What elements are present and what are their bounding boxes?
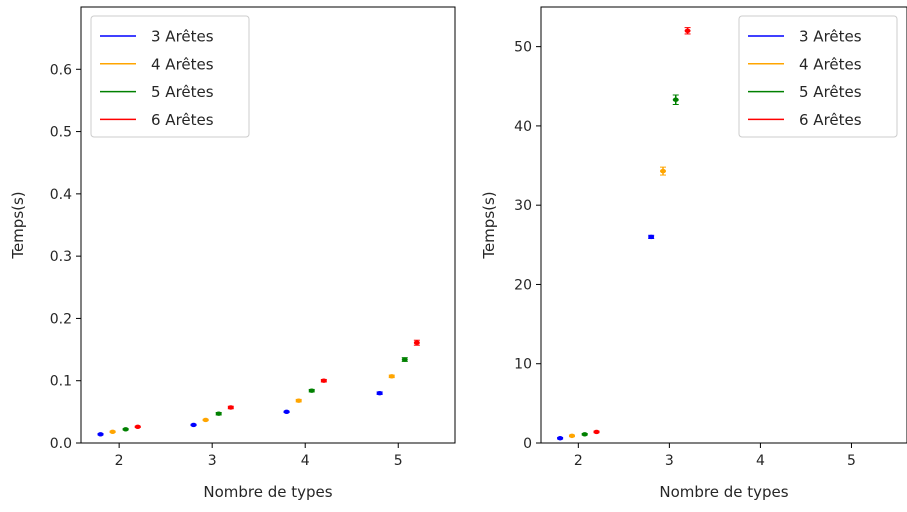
data-point (648, 234, 655, 240)
plot-frame (80, 6, 456, 444)
x-axis-label: Nombre de types (203, 483, 332, 501)
x-tick-label: 4 (301, 453, 310, 469)
data-point (672, 97, 679, 102)
x-tick-label: 3 (208, 453, 217, 469)
series-1 (557, 234, 655, 441)
y-tick-label: 10 (514, 357, 532, 373)
legend: 3 Arêtes 4 Arêtes 5 Arêtes 6 Arêtes (738, 15, 898, 138)
legend-label: 6 Arêtes (799, 111, 862, 129)
data-point (557, 436, 564, 441)
data-point (215, 411, 222, 416)
legend-label: 4 Arêtes (799, 55, 862, 73)
data-point (97, 432, 104, 437)
x-tick-label: 4 (756, 453, 765, 469)
y-tick-label: 30 (514, 198, 532, 214)
series-4 (134, 339, 420, 430)
data-point (413, 340, 420, 345)
x-tick-label: 2 (115, 453, 124, 469)
data-point (401, 357, 408, 362)
data-point (684, 28, 691, 33)
legend-label: 5 Arêtes (799, 83, 862, 101)
series-4 (593, 27, 691, 435)
legend: 3 Arêtes 4 Arêtes 5 Arêtes 6 Arêtes (90, 15, 250, 138)
y-axis-label: Temps(s) (9, 191, 27, 259)
y-tick-label: 0.0 (50, 436, 72, 452)
data-point (660, 168, 666, 174)
x-tick-label: 5 (394, 453, 403, 469)
plot-frame (540, 6, 907, 444)
data-point (581, 432, 588, 437)
y-tick-label: 0 (523, 436, 532, 452)
data-point (295, 398, 302, 403)
series-3 (581, 94, 679, 437)
x-tick-label: 5 (847, 453, 856, 469)
y-tick-label: 0.5 (50, 125, 72, 141)
data-point (109, 429, 116, 434)
y-tick-label: 0.2 (50, 311, 72, 327)
y-tick-label: 0.3 (50, 249, 72, 265)
x-tick-label: 3 (665, 453, 674, 469)
data-point (308, 388, 315, 393)
data-point (376, 390, 383, 396)
x-axis-label: Nombre de types (659, 483, 788, 501)
legend-label: 3 Arêtes (151, 28, 214, 46)
data-point (202, 417, 209, 423)
legend-label: 4 Arêtes (151, 55, 214, 73)
series-2 (568, 166, 666, 439)
y-tick-label: 40 (514, 119, 532, 135)
legend-label: 3 Arêtes (799, 28, 862, 46)
series-2 (109, 374, 395, 434)
y-tick-label: 0.1 (50, 374, 72, 390)
y-tick-label: 0.4 (50, 187, 72, 203)
y-tick-label: 0.6 (50, 62, 72, 78)
y-tick-label: 20 (514, 277, 532, 293)
data-point (190, 422, 197, 428)
series-1 (97, 390, 383, 437)
legend-label: 5 Arêtes (151, 83, 214, 101)
legend-box (90, 15, 250, 138)
data-point (283, 409, 290, 415)
data-point (122, 427, 129, 432)
x-tick-label: 2 (574, 453, 583, 469)
legend-label: 6 Arêtes (151, 111, 214, 129)
data-point (227, 405, 234, 410)
data-point (388, 374, 395, 379)
data-point (320, 378, 327, 383)
y-tick-label: 50 (514, 40, 532, 56)
data-point (593, 429, 600, 435)
series-3 (122, 357, 408, 432)
legend-box (738, 15, 898, 138)
data-point (134, 424, 141, 430)
chart-1: 2 3 4 5 0.0 0.1 0.2 0.3 0.4 0.5 0.6 Nombre de types… (9, 6, 456, 501)
y-axis-label: Temps(s) (480, 191, 498, 259)
data-point (568, 433, 575, 439)
